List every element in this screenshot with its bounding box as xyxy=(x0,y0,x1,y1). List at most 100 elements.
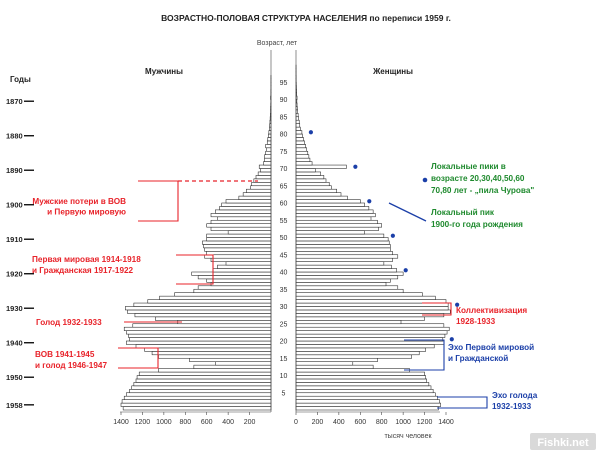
age-tick-75: 75 xyxy=(280,149,288,156)
annotation-male-ww2: ВОВ 1941-1945 и голод 1946-1947 xyxy=(35,350,107,370)
bar-male-age-61 xyxy=(238,195,272,200)
bar-female-age-36 xyxy=(295,282,387,287)
bar-male-age-68 xyxy=(257,171,272,176)
bar-male-age-42 xyxy=(225,261,272,266)
bar-male-age-33 xyxy=(174,292,272,297)
peak-dot-age-30 xyxy=(455,302,460,307)
bar-male-age-10 xyxy=(138,371,272,376)
bar-female-age-60 xyxy=(295,199,361,204)
bracket-female-ww1-echo xyxy=(404,339,445,371)
annotation-male-ww2-line-2: и голод 1946-1947 xyxy=(35,361,107,370)
bar-female-age-77 xyxy=(295,140,305,145)
bar-female-age-78 xyxy=(295,137,304,142)
bar-male-age-77 xyxy=(266,140,272,145)
bar-female-age-59 xyxy=(295,202,365,207)
bar-female-age-27 xyxy=(295,313,445,318)
x-tick-female-0: 0 xyxy=(294,419,298,426)
year-tick-1930: 1930 xyxy=(6,304,23,313)
bar-female-age-42 xyxy=(295,261,385,266)
bar-female-age-44 xyxy=(295,254,399,259)
bar-female-age-52 xyxy=(295,226,379,231)
bar-female-age-51 xyxy=(295,230,365,235)
bar-male-age-69 xyxy=(260,168,272,173)
bar-female-age-38 xyxy=(295,275,399,280)
bar-female-age-73 xyxy=(295,154,310,159)
bar-female-age-21 xyxy=(295,333,446,338)
annotation-female-famine-echo-line-2: 1932-1933 xyxy=(492,402,532,411)
bar-male-age-4 xyxy=(126,392,272,397)
peak-dot-age-50 xyxy=(390,233,395,238)
annotation-male-famine: Голод 1932-1933 xyxy=(36,318,102,327)
x-axis-label: тысяч человек xyxy=(384,433,432,440)
age-tick-85: 85 xyxy=(280,114,288,121)
female-bars xyxy=(295,64,451,411)
bar-female-age-25 xyxy=(295,320,402,325)
bar-male-age-7 xyxy=(133,382,272,387)
bracket-male-wars-losses xyxy=(138,180,179,222)
x-tick-female-1400: 1400 xyxy=(438,419,454,426)
bar-male-age-53 xyxy=(206,223,272,228)
male-label: Мужчины xyxy=(145,67,183,76)
age-tick-15: 15 xyxy=(280,356,288,363)
age-tick-65: 65 xyxy=(280,183,288,190)
annotations-group: Мужские потери в ВОВ и Первую мировую Перв… xyxy=(32,130,538,411)
peak-dot-age-20 xyxy=(449,337,454,342)
bar-female-age-40 xyxy=(295,268,397,273)
year-tick-1958: 1958 xyxy=(6,401,23,410)
bar-female-age-63 xyxy=(295,188,337,193)
bar-female-age-71 xyxy=(295,161,313,166)
year-tick-1870: 1870 xyxy=(6,97,23,106)
bar-male-age-54 xyxy=(210,219,272,224)
bar-male-age-1 xyxy=(120,402,272,407)
age-tick-55: 55 xyxy=(280,218,288,225)
bar-male-age-15 xyxy=(158,354,272,359)
female-label: Женщины xyxy=(372,67,413,76)
bar-male-age-26 xyxy=(155,316,272,321)
bar-female-age-85 xyxy=(295,113,299,118)
bar-female-age-56 xyxy=(295,213,376,218)
bar-female-age-41 xyxy=(295,264,392,269)
bar-female-age-29 xyxy=(295,306,449,311)
bar-male-age-25 xyxy=(177,320,272,325)
bar-male-age-48 xyxy=(202,240,272,245)
annotation-female-ww1-echo: Эхо Первой мировой и Гражданской xyxy=(448,343,534,363)
x-tick-male-1400: 1400 xyxy=(113,419,129,426)
annotation-male-ww1-civil: Первая мировая 1914-1918 и Гражданская 19… xyxy=(32,255,141,275)
bar-male-age-52 xyxy=(210,226,272,231)
bar-male-age-44 xyxy=(204,254,272,259)
bar-male-age-18 xyxy=(135,344,272,349)
bar-male-age-34 xyxy=(193,288,272,293)
bar-female-age-75 xyxy=(295,147,307,152)
line-female-1900-peak xyxy=(388,202,427,222)
bar-male-age-30 xyxy=(133,302,272,307)
bar-male-age-50 xyxy=(206,233,272,238)
x-tick-male-1000: 1000 xyxy=(156,419,172,426)
bar-male-age-29 xyxy=(125,306,272,311)
annotation-female-ww1-echo-line-2: и Гражданской xyxy=(448,354,508,363)
bar-male-age-56 xyxy=(210,213,272,218)
bar-male-age-20 xyxy=(129,337,272,342)
bar-male-age-39 xyxy=(191,271,272,276)
bar-female-age-33 xyxy=(295,292,423,297)
x-tick-female-1200: 1200 xyxy=(417,419,433,426)
annotation-female-local-peaks: Локальные пики в возрасте 20,30,40,50,60 7… xyxy=(431,162,534,195)
annotation-male-ww1-civil-line-2: и Гражданская 1917-1922 xyxy=(32,266,134,275)
bar-female-age-39 xyxy=(295,271,404,276)
bar-female-age-49 xyxy=(295,237,389,242)
year-tick-1920: 1920 xyxy=(6,270,23,279)
bar-male-age-78 xyxy=(267,137,272,142)
bar-female-age-53 xyxy=(295,223,382,228)
bar-male-age-38 xyxy=(197,275,272,280)
bar-female-age-72 xyxy=(295,157,311,162)
x-tick-male-600: 600 xyxy=(201,419,213,426)
x-tick-female-400: 400 xyxy=(333,419,345,426)
peak-dot-age-60 xyxy=(367,199,372,204)
male-bars xyxy=(120,75,272,411)
chart-title: ВОЗРАСТНО-ПОЛОВАЯ СТРУКТУРА НАСЕЛЕНИЯ по… xyxy=(161,13,451,23)
bar-female-age-62 xyxy=(295,192,342,197)
bar-female-age-8 xyxy=(295,378,427,383)
bar-female-age-54 xyxy=(295,219,378,224)
annotation-female-collectivization: Коллективизация 1928-1933 xyxy=(456,306,527,326)
bar-female-age-32 xyxy=(295,295,436,300)
bar-male-age-49 xyxy=(206,237,272,242)
